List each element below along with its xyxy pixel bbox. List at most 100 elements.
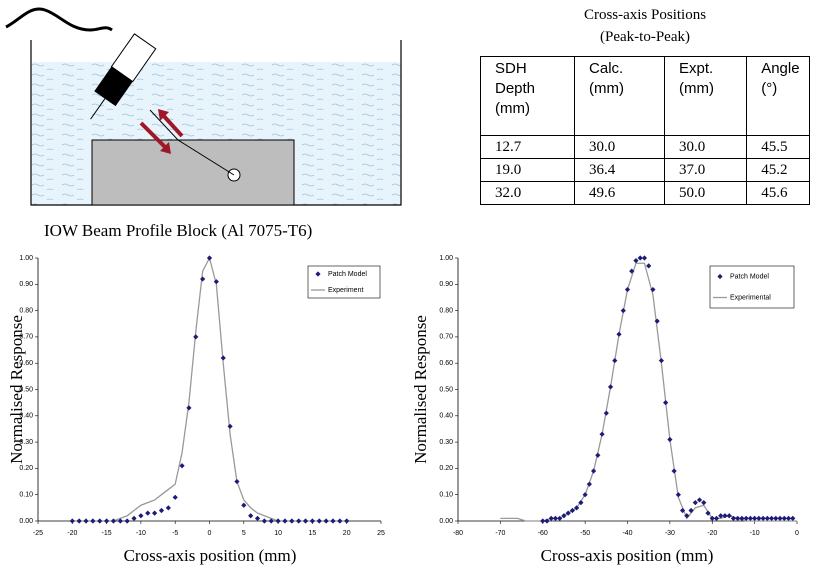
data-point [578, 499, 584, 506]
legend-label: Experiment [328, 287, 363, 294]
data-point [206, 255, 213, 261]
legend-marker [717, 273, 723, 280]
data-point [282, 518, 288, 524]
data-point [739, 515, 745, 521]
y-tick-label: 0.70 [439, 334, 453, 341]
table-title: Cross-axis Positions (Peak-to-Peak) [480, 4, 810, 48]
column-header: Angle (°) [746, 56, 810, 136]
y-tick-label: 0.90 [19, 281, 33, 288]
header-line: Expt. [679, 60, 714, 77]
data-point [684, 513, 690, 519]
y-tick-label: 0.30 [439, 439, 453, 446]
data-point [752, 515, 758, 521]
charts: 0.00 0.10 0.20 0.30 0.40 0.50 0.60 0.70 0.80 0.90… [7, 255, 799, 565]
y-tick-label: 0.70 [19, 334, 33, 341]
x-tick-label: -20 [707, 530, 717, 537]
data-point [599, 431, 605, 437]
beam-path [149, 109, 235, 176]
table-title-line: Cross-axis Positions [583, 7, 707, 23]
data-point [97, 518, 103, 524]
table-cell: 36.4 [574, 158, 666, 182]
tank-diagram: IOW Beam Profile Block (Al 7075-T6) [5, 7, 402, 240]
data-point [730, 515, 737, 521]
table-row: 19.0 36.4 37.0 45.2 [479, 158, 810, 182]
data-point [104, 518, 110, 524]
table-cell: 49.6 [574, 181, 666, 205]
header-line: (mm) [679, 80, 714, 97]
data-point [145, 510, 151, 516]
y-tick-label: 0.50 [19, 386, 33, 393]
x-tick-label: 25 [377, 530, 385, 537]
x-tick-label: 15 [309, 530, 317, 537]
data-point [790, 515, 796, 521]
data-point [200, 276, 206, 282]
data-point [302, 518, 309, 524]
data-point [679, 507, 686, 514]
y-tick-label: 0.90 [439, 281, 453, 288]
data-point [705, 510, 711, 516]
data-point [316, 518, 322, 524]
data-point [138, 513, 144, 519]
legend-label: Patch Model [730, 273, 769, 280]
table-title-line: (Peak-to-Peak) [600, 29, 690, 45]
data-point [688, 507, 694, 514]
x-tick-label: -40 [622, 530, 632, 537]
data-point [544, 518, 550, 524]
x-tick-label: 0 [795, 530, 799, 537]
data-point [234, 478, 240, 485]
data-point [261, 518, 267, 524]
data-point [548, 515, 554, 521]
data-point [743, 515, 749, 521]
data-point [323, 518, 329, 524]
header-line: Angle [761, 60, 800, 77]
data-point [193, 334, 199, 340]
y-tick-label: 0.20 [19, 465, 33, 472]
table-cell: 12.7 [479, 135, 576, 159]
data-point [574, 505, 580, 511]
data-point [595, 452, 601, 458]
header-line: Calc. [589, 60, 624, 77]
column-header: SDH Depth (mm) [479, 56, 576, 136]
y-tick-label: 1.00 [19, 255, 33, 262]
diagram-caption: IOW Beam Profile Block (Al 7075-T6) [44, 221, 312, 240]
header-line: (°) [761, 80, 778, 97]
data-point [254, 515, 261, 521]
data-point [540, 518, 546, 524]
table-cell: 45.5 [746, 135, 810, 159]
data-point [268, 518, 274, 524]
data-point [629, 268, 635, 274]
table-cell: 45.6 [746, 181, 810, 205]
table-row: 32.0 49.6 50.0 45.6 [479, 181, 810, 205]
table-cell: 37.0 [664, 158, 748, 182]
y-tick-label: 0.30 [19, 439, 33, 446]
data-point [296, 518, 302, 524]
probe [90, 33, 157, 120]
data-point [248, 513, 254, 519]
data-point [227, 423, 233, 429]
data-point [650, 286, 656, 293]
data-point [692, 499, 698, 506]
x-axis-label: Cross-axis position (mm) [124, 546, 297, 565]
x-tick-label: -10 [136, 530, 146, 537]
data-point [76, 518, 82, 524]
data-point [667, 436, 673, 443]
column-header: Calc. (mm) [574, 56, 666, 136]
y-tick-label: 0.80 [439, 307, 453, 314]
y-tick-label: 0.00 [19, 518, 33, 525]
data-point [722, 513, 728, 519]
data-point [152, 510, 158, 516]
header-line: SDH [495, 60, 527, 77]
data-point [735, 515, 741, 521]
legend-label: Experimental [730, 294, 771, 301]
x-tick-label: -20 [67, 530, 77, 537]
data-point [764, 515, 770, 521]
data-point [637, 255, 643, 261]
data-point [591, 468, 597, 474]
y-tick-label: 0.60 [19, 360, 33, 367]
table-cell: 30.0 [664, 135, 748, 159]
data-point [641, 255, 648, 261]
data-point [718, 513, 724, 519]
y-tick-label: 0.40 [439, 413, 453, 420]
table-cell: 45.2 [746, 158, 810, 182]
